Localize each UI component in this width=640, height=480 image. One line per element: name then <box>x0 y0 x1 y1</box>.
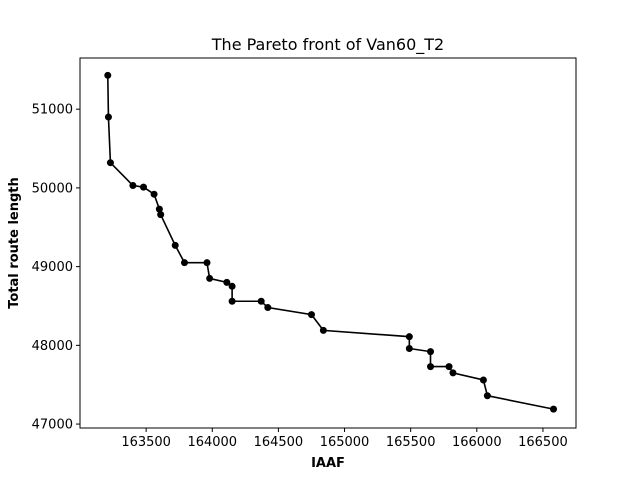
y-tick-label: 50000 <box>32 181 73 196</box>
x-tick-label: 165500 <box>386 435 436 450</box>
data-point <box>405 333 413 341</box>
chart-title: The Pareto front of Van60_T2 <box>211 35 444 55</box>
plot-area <box>79 57 577 429</box>
data-point <box>319 326 327 334</box>
data-point <box>104 71 112 79</box>
y-axis-label: Total route length <box>7 177 22 309</box>
data-point <box>449 369 457 377</box>
data-point <box>104 113 112 121</box>
data-point <box>550 405 558 413</box>
data-point <box>157 211 165 219</box>
data-point <box>228 297 236 305</box>
y-tick-label: 48000 <box>32 339 73 354</box>
y-tick-label: 47000 <box>32 418 73 433</box>
data-point <box>479 376 487 384</box>
x-axis-ticks: 163500 164000 164500 165000 165500 166000 1665… <box>121 428 568 450</box>
data-point <box>228 282 236 290</box>
data-point <box>129 182 137 190</box>
x-tick-label: 164500 <box>254 435 304 450</box>
x-axis-label: IAAF <box>311 456 345 471</box>
y-tick-label: 49000 <box>32 260 73 275</box>
data-point <box>171 241 179 249</box>
data-point <box>203 259 211 267</box>
x-tick-label: 164000 <box>187 435 237 450</box>
data-point <box>150 190 158 198</box>
data-point <box>139 183 147 191</box>
data-point <box>264 304 272 312</box>
x-tick-label: 166000 <box>452 435 502 450</box>
y-axis-ticks: 47000 48000 49000 50000 51000 <box>32 103 80 433</box>
data-point <box>180 259 188 267</box>
data-point <box>427 363 435 371</box>
pareto-front-line <box>106 75 554 410</box>
x-tick-label: 166500 <box>518 435 568 450</box>
data-point <box>206 274 214 282</box>
data-point <box>307 311 315 319</box>
data-point <box>445 363 453 371</box>
data-point <box>106 159 114 167</box>
series-layer <box>104 71 558 413</box>
x-tick-label: 163500 <box>121 435 171 450</box>
data-point <box>483 392 491 400</box>
data-point <box>427 348 435 356</box>
x-tick-label: 165000 <box>320 435 370 450</box>
data-point <box>257 297 265 305</box>
data-point <box>155 205 163 213</box>
data-point <box>223 278 231 286</box>
y-tick-label: 51000 <box>32 103 73 118</box>
data-point <box>405 344 413 352</box>
